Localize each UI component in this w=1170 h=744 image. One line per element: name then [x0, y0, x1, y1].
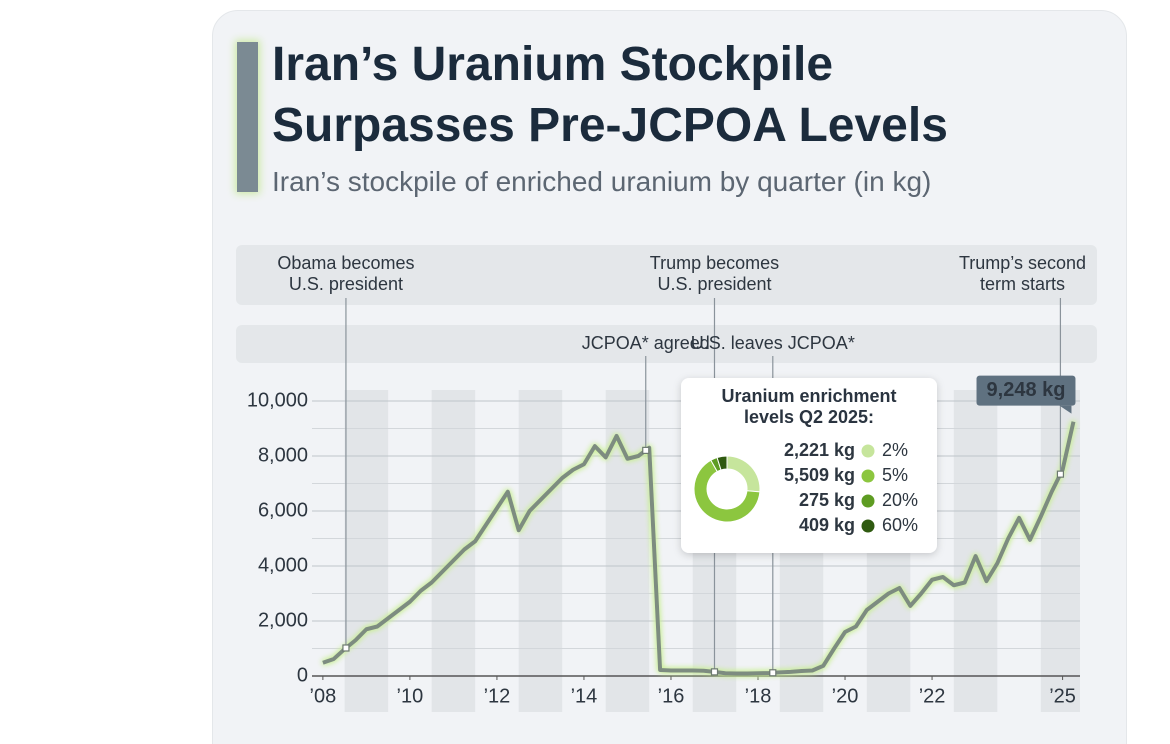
inset-title: Uranium enrichment levels Q2 2025: [721, 386, 897, 427]
x-tick-label: ’12 [484, 685, 511, 707]
annotation-text: U.S. president [657, 274, 771, 294]
value-label: 9,248 kg [987, 379, 1066, 401]
annotation-marker [342, 644, 350, 652]
y-tick-label: 6,000 [258, 499, 308, 521]
legend-dot [861, 444, 875, 458]
x-tick-label: ’10 [397, 685, 424, 707]
inset-value-label: 275 kg [799, 490, 855, 510]
legend-dot [861, 469, 875, 483]
inset-value-label: 2,221 kg [784, 440, 855, 460]
y-tick-label: 4,000 [258, 554, 308, 576]
inset-category: 60% [882, 515, 918, 535]
callout-pointer [1059, 405, 1072, 414]
value-callout: 9,248 kg [976, 375, 1076, 414]
callout-box [976, 375, 1076, 406]
year-band [344, 390, 389, 712]
inset-category: 2% [882, 440, 908, 460]
x-tick-label: ’20 [832, 685, 859, 707]
x-tick-label: ’08 [310, 685, 337, 707]
series-line [322, 421, 1076, 676]
annotation-marker [710, 668, 719, 676]
annotation-row [236, 325, 1097, 363]
x-tick-label: ’14 [571, 685, 598, 707]
chart-title: Iran’s Uranium Stockpile Surpasses Pre-J… [272, 38, 948, 152]
annotation-row [236, 245, 1097, 305]
donut-slice [716, 455, 728, 471]
annotation-text: JCPOA* agreed [582, 333, 710, 353]
x-tick-label: ’25 [1049, 685, 1076, 707]
inset-value-label: 409 kg [799, 515, 855, 535]
chart-subtitle: Iran’s stockpile of enriched uranium by … [272, 166, 932, 197]
annotation-marker [769, 669, 777, 677]
y-tick-label: 0 [297, 664, 308, 686]
annotation-text: Trump’s second [959, 253, 1086, 273]
x-tick-label: ’22 [919, 685, 946, 707]
donut-slice [693, 459, 761, 523]
year-band [431, 390, 476, 712]
x-tick-label: ’16 [658, 685, 685, 707]
annotation-marker [642, 446, 650, 454]
year-band [605, 390, 650, 712]
year-band [953, 390, 998, 712]
annotation-text: Trump becomes [650, 253, 779, 273]
y-tick-label: 10,000 [247, 389, 308, 411]
legend-dot [861, 494, 875, 508]
annotation-text: Obama becomes [277, 253, 414, 273]
legend-dot [861, 519, 875, 533]
x-tick-label: ’18 [745, 685, 772, 707]
annotation-text: U.S. leaves JCPOA* [691, 333, 855, 353]
annotation-text: term starts [980, 274, 1065, 294]
annotation-text: U.S. president [289, 274, 403, 294]
annotation-marker [1056, 470, 1065, 478]
inset-value-label: 5,509 kg [784, 465, 855, 485]
inset-category: 20% [882, 490, 918, 510]
year-band [518, 390, 563, 712]
title-accent [237, 42, 258, 192]
y-tick-label: 8,000 [258, 444, 308, 466]
inset-category: 5% [882, 465, 908, 485]
y-tick-label: 2,000 [258, 609, 308, 631]
